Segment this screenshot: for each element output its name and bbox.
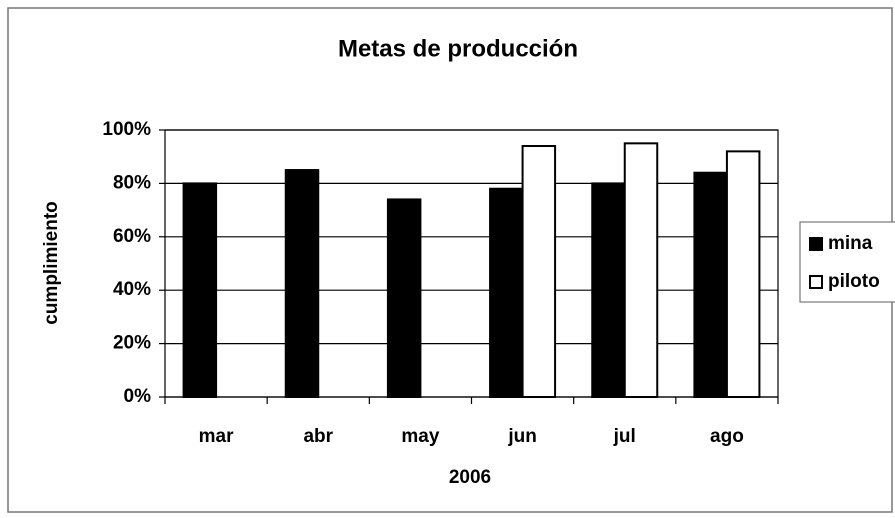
legend-label: mina xyxy=(828,233,873,254)
x-tick-label: jul xyxy=(613,426,636,447)
bar xyxy=(521,145,557,398)
legend-label: piloto xyxy=(828,271,880,292)
bar xyxy=(284,169,320,398)
x-tick-label: abr xyxy=(303,426,333,447)
bar xyxy=(489,187,524,398)
x-axis-label: 2006 xyxy=(449,467,491,488)
chart-title: Metas de producción xyxy=(338,35,578,62)
x-tick-label: may xyxy=(401,426,439,447)
y-axis-label: cumplimiento xyxy=(41,201,62,325)
x-tick-label: ago xyxy=(710,426,744,447)
y-tick-label: 0% xyxy=(124,386,152,407)
y-tick-label: 40% xyxy=(113,279,151,300)
legend-swatch xyxy=(809,275,823,289)
y-tick-label: 60% xyxy=(113,226,151,247)
bar xyxy=(386,198,422,398)
legend-swatch xyxy=(809,237,823,251)
bar xyxy=(623,142,659,398)
x-tick-label: jun xyxy=(507,426,537,447)
bar xyxy=(725,150,761,398)
y-tick-label: 80% xyxy=(113,172,151,193)
y-tick-label: 20% xyxy=(113,333,151,354)
bar xyxy=(693,171,728,398)
x-tick-label: mar xyxy=(199,426,234,447)
bar xyxy=(591,182,626,398)
bar xyxy=(182,182,218,398)
y-tick-label: 100% xyxy=(102,119,151,140)
